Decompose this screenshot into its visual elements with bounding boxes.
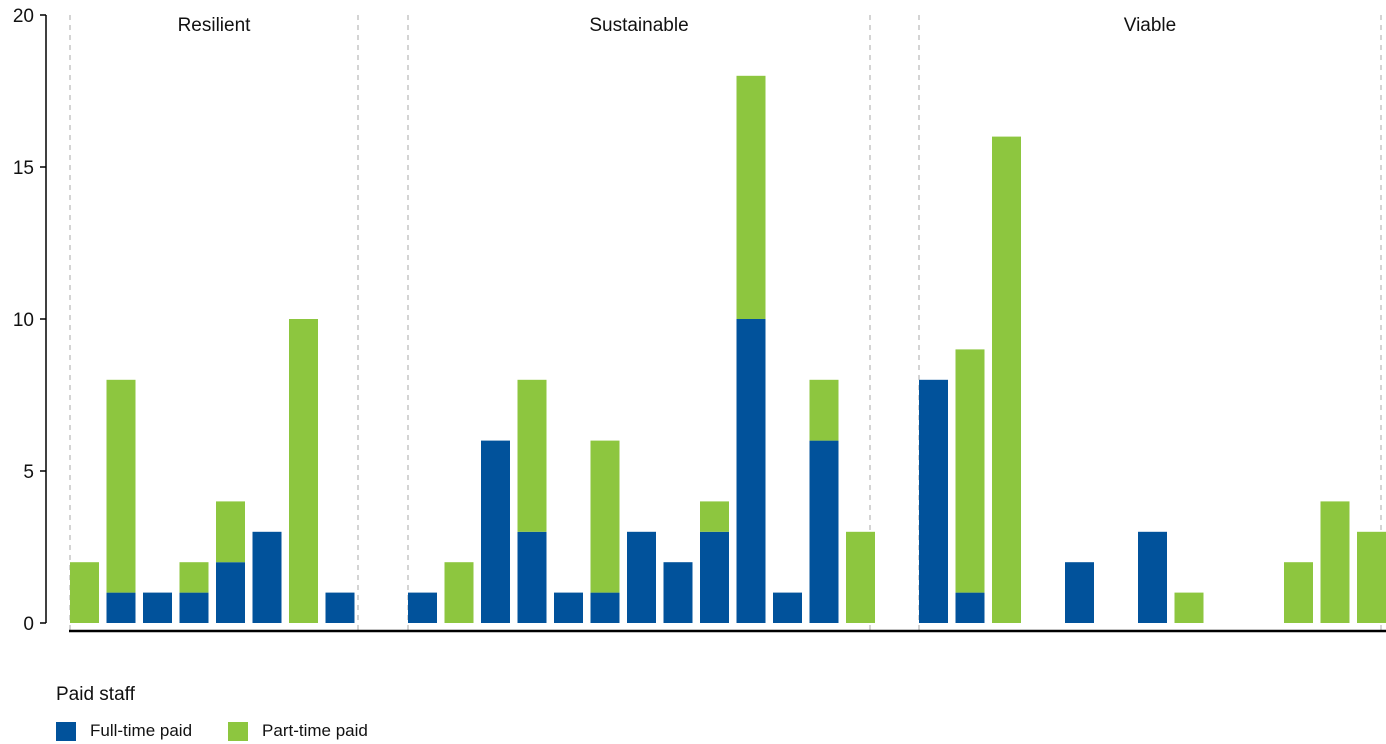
legend-item-part-time: Part-time paid: [228, 721, 368, 741]
bar-full-time: [143, 592, 172, 623]
bar-full-time: [955, 592, 985, 623]
bar-part-time: [216, 501, 245, 563]
legend-label-part-time: Part-time paid: [262, 721, 368, 740]
y-tick-label: 20: [13, 6, 34, 27]
group-label-resilient: Resilient: [178, 15, 252, 36]
legend-item-full-time: Full-time paid: [56, 721, 192, 741]
bar-part-time: [1320, 501, 1350, 623]
bar-full-time: [627, 531, 656, 623]
bar-full-time: [590, 592, 620, 623]
legend: Full-time paid Part-time paid: [56, 721, 404, 741]
bar-part-time: [700, 501, 729, 532]
y-tick-label: 5: [23, 462, 34, 483]
bar-part-time: [517, 379, 547, 532]
bar-full-time: [1138, 531, 1167, 623]
y-tick-label: 15: [13, 158, 34, 179]
bar-part-time: [1357, 531, 1386, 623]
bar-part-time: [955, 349, 985, 593]
bar-full-time: [919, 379, 948, 623]
bar-part-time: [809, 379, 839, 441]
y-tick-label: 0: [23, 614, 34, 635]
bar-full-time: [216, 562, 245, 623]
bar-full-time: [481, 440, 510, 623]
bar-part-time: [590, 440, 620, 593]
bar-full-time: [252, 531, 282, 623]
legend-swatch-full-time: [56, 721, 76, 741]
bar-part-time: [992, 136, 1021, 623]
legend-swatch-part-time: [228, 721, 249, 741]
bar-full-time: [773, 592, 802, 623]
bar-full-time: [554, 592, 583, 623]
bar-part-time: [736, 75, 766, 319]
bar-full-time: [325, 592, 355, 623]
bar-full-time: [1065, 562, 1094, 623]
bar-full-time: [736, 319, 766, 623]
bar-full-time: [517, 531, 547, 623]
bar-full-time: [809, 440, 839, 623]
bar-part-time: [70, 562, 99, 623]
bar-full-time: [179, 592, 209, 623]
bar-part-time: [846, 531, 875, 623]
bar-part-time: [289, 319, 318, 623]
legend-title: Paid staff: [56, 684, 135, 705]
bar-part-time: [1284, 562, 1313, 623]
group-label-sustainable: Sustainable: [589, 15, 688, 36]
bar-part-time: [444, 562, 474, 623]
bar-part-time: [1174, 592, 1204, 623]
legend-label-full-time: Full-time paid: [90, 721, 193, 740]
bar-part-time: [106, 379, 136, 593]
y-tick-label: 10: [13, 310, 34, 331]
bar-full-time: [700, 531, 729, 623]
bar-full-time: [408, 592, 437, 623]
bar-part-time: [179, 562, 209, 593]
bar-full-time: [663, 562, 693, 623]
group-label-viable: Viable: [1124, 15, 1176, 36]
bar-full-time: [106, 592, 136, 623]
